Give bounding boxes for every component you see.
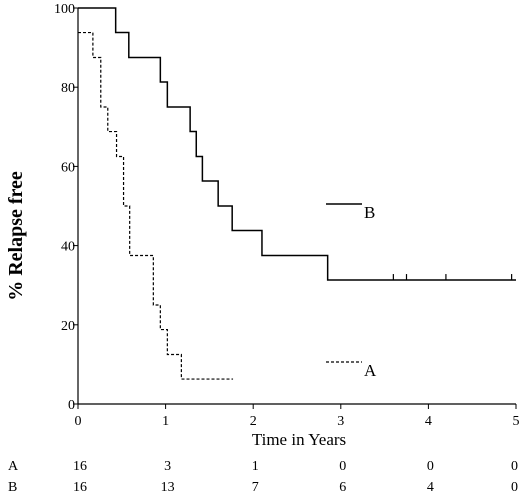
legend-label-a: A [364, 361, 377, 380]
risk-value: 4 [427, 480, 434, 494]
risk-row-label: A [8, 459, 19, 474]
y-tick-label: 80 [61, 81, 75, 96]
risk-value: 0 [427, 459, 434, 474]
risk-value: 3 [164, 459, 171, 474]
x-tick-label: 4 [425, 414, 432, 429]
risk-value: 0 [511, 459, 518, 474]
risk-value: 1 [252, 459, 259, 474]
y-tick-label: 40 [61, 240, 75, 255]
y-axis-title: % Relapse free [5, 171, 27, 301]
axes: 0 20 40 60 80 100 0 1 2 3 4 5 [54, 2, 520, 429]
series-a-line [78, 31, 234, 380]
y-tick-label: 0 [68, 398, 75, 413]
legend-label-b: B [364, 203, 375, 222]
risk-value: 0 [511, 480, 518, 494]
x-tick-label: 5 [513, 414, 520, 429]
risk-table: A 16 3 1 0 0 0 B 16 13 7 6 4 0 [8, 459, 518, 494]
x-tick-label: 1 [162, 414, 169, 429]
y-tick-label: 20 [61, 319, 75, 334]
y-tick-label: 60 [61, 160, 75, 175]
risk-value: 6 [339, 480, 346, 494]
x-axis-title: Time in Years [252, 430, 346, 449]
y-tick-label: 100 [54, 2, 75, 17]
x-tick-label: 0 [75, 414, 82, 429]
x-tick-label: 3 [337, 414, 344, 429]
risk-value: 0 [339, 459, 346, 474]
risk-value: 16 [73, 459, 87, 474]
series-b-line [78, 7, 516, 281]
risk-value: 16 [73, 480, 87, 494]
risk-value: 7 [252, 480, 259, 494]
series-layer [78, 7, 516, 380]
risk-value: 13 [161, 480, 175, 494]
risk-row-label: B [8, 480, 17, 494]
legend: AB [326, 203, 377, 380]
x-tick-label: 2 [250, 414, 257, 429]
